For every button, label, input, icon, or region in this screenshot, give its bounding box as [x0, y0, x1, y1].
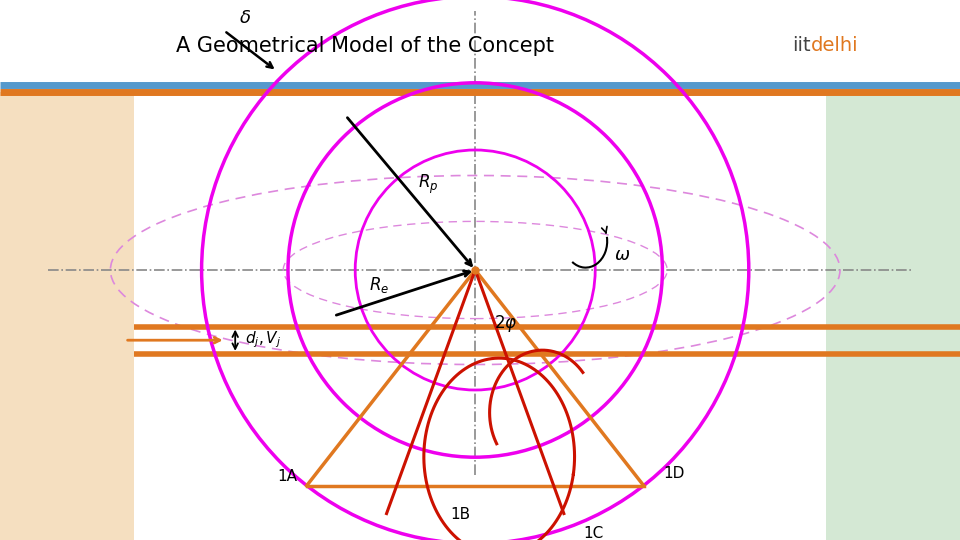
Text: delhi: delhi [811, 36, 859, 56]
Text: iit: iit [793, 36, 811, 56]
Bar [0, 0, 960, 92]
Text: $\omega$: $\omega$ [614, 246, 631, 265]
Text: $R_p$: $R_p$ [419, 173, 439, 196]
Text: 1D: 1D [662, 466, 684, 481]
Text: 1A: 1A [277, 469, 298, 484]
Bar [134, 0, 826, 540]
Text: $R_e$: $R_e$ [369, 275, 389, 295]
Text: $\delta$: $\delta$ [238, 9, 251, 26]
Bar [0, 0, 134, 540]
Text: $2\varphi$: $2\varphi$ [494, 313, 517, 334]
Bar [826, 0, 960, 540]
Text: A Geometrical Model of the Concept: A Geometrical Model of the Concept [176, 36, 554, 56]
Text: 1C: 1C [583, 525, 603, 540]
Text: 1B: 1B [451, 507, 470, 522]
Text: $d_j, V_j$: $d_j, V_j$ [245, 330, 281, 350]
